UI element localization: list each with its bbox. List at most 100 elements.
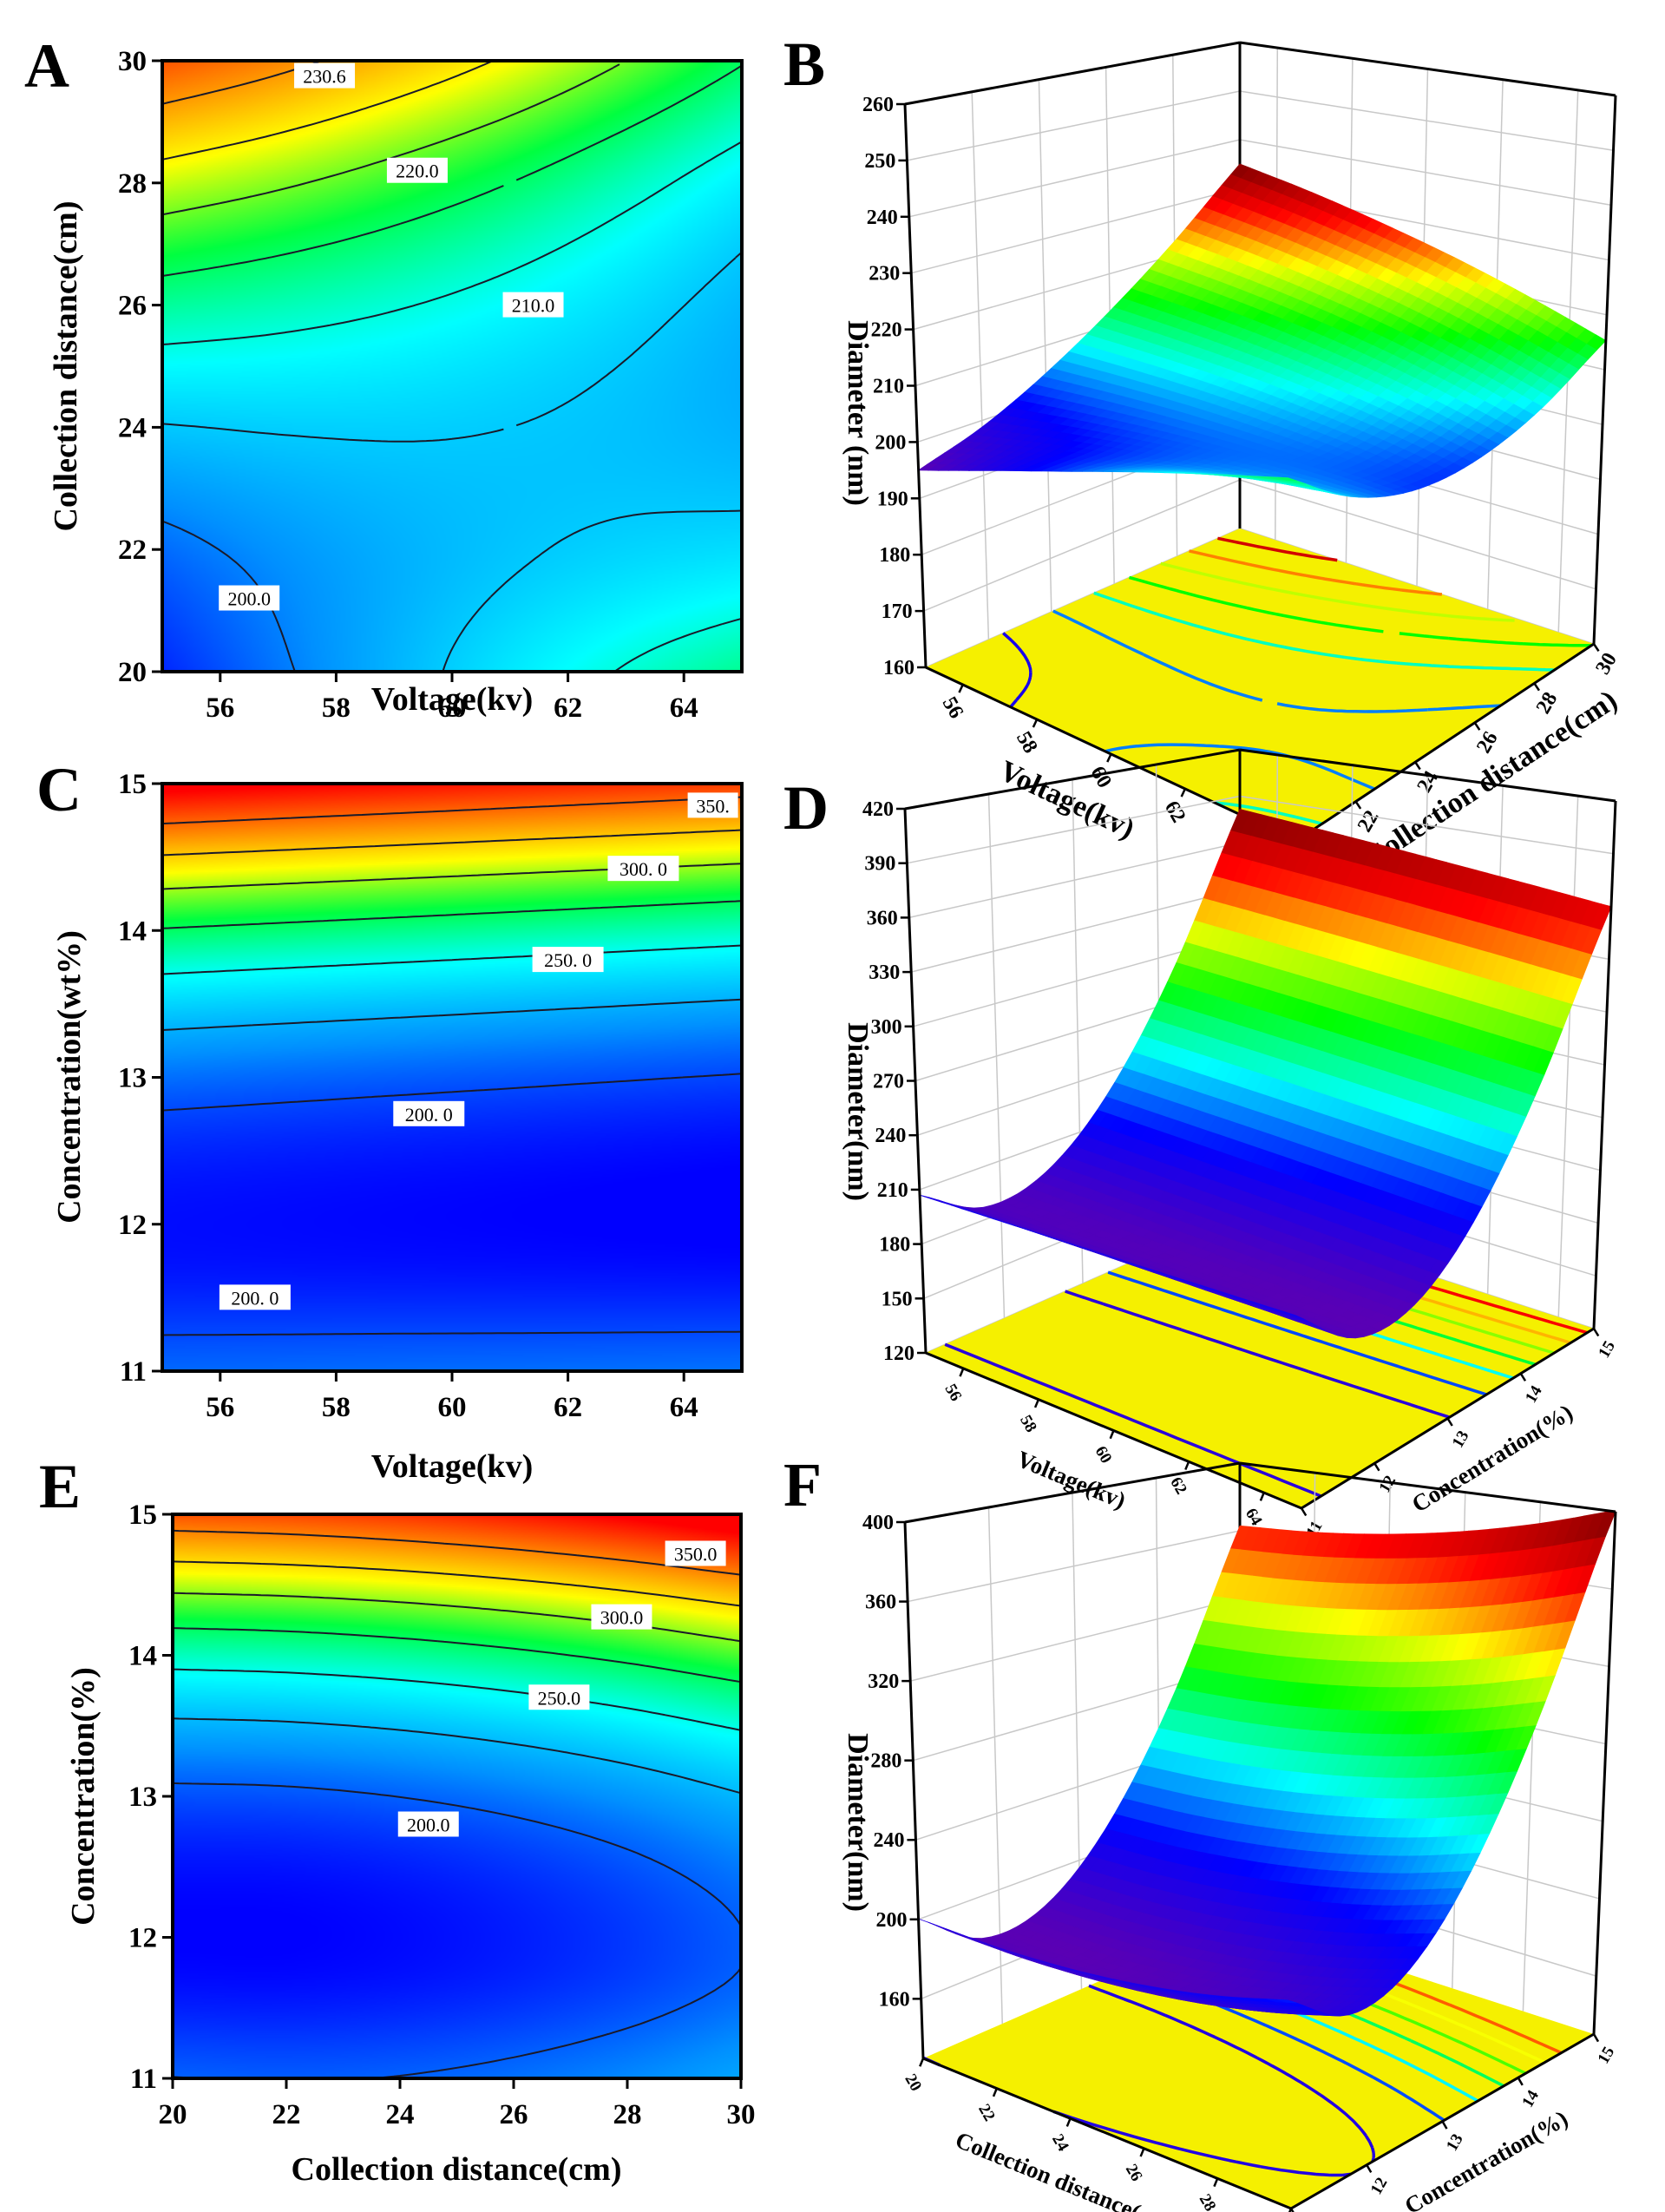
contour-line [161,60,494,161]
contour-line [161,900,743,929]
contour-line [161,63,620,216]
contour-line [172,1560,742,1607]
x-tick-mark [1259,1492,1265,1501]
y-tick-label: 14 [1522,1382,1546,1406]
x-axis-title: Collection distance(cm) [292,2151,622,2188]
x-tick-label: 56 [206,1392,234,1423]
floor-contour-line [944,1290,1451,1498]
z-tick-label: 170 [882,601,913,623]
contour-label-box [687,792,738,818]
contour-fill-c [162,784,742,1371]
x-tick-mark [1139,2148,1145,2157]
surface-plot-f: 1602002402803203604002022242628301112131… [783,1450,1618,2212]
y-tick-label: 20 [118,657,147,688]
z-tick-label: 270 [873,1071,904,1093]
contour-label: 210.0 [512,295,555,317]
contour-line [161,1073,743,1336]
z-tick-label: 420 [862,798,894,821]
y-tick-label: 26 [118,291,147,322]
y-tick-label: 24 [118,412,147,443]
floor-contour-line [1107,1270,1487,1396]
x-tick-label: 58 [322,692,351,724]
x-tick-label: 22 [272,2099,301,2130]
contour-label: 230.6 [303,66,346,88]
contour-label: 350. [696,795,730,817]
contour-line [161,64,743,277]
z-tick-label: 200 [876,1909,908,1932]
x-tick-label: 28 [613,2099,642,2130]
x-tick-label: 58 [1016,1412,1040,1435]
contour-plot-a: 230.6 220.0 210.0 200.0 56 58 60 62 64 20 22 24 26 28… [24,31,744,724]
contour-line [161,796,743,825]
x-tick-label: 30 [727,2099,756,2130]
contour-line [161,251,743,673]
contour-label-box [532,947,604,973]
x-tick-label: 58 [1012,728,1042,758]
contour-label-box [607,856,679,882]
z-axis-line [903,1521,925,2059]
contour-label: 350.0 [674,1544,718,1565]
z-tick-label: 360 [867,907,898,929]
floor-projection [923,1920,1594,2209]
x-tick-label: 24 [1048,2131,1072,2155]
gridline [1038,79,1052,613]
x-axis-title: Voltage(kv) [371,1448,533,1485]
z-tick-label: 210 [873,376,904,398]
x-tick-label: 26 [1122,2161,1146,2184]
gridline [971,91,990,640]
gridline [907,90,1241,161]
z-tick-label: 180 [879,544,910,567]
x-tick-mark [919,2058,925,2067]
y-tick-label: 28 [1532,688,1563,718]
z-tick-label: 390 [864,853,895,876]
y-tick-label: 14 [128,1641,157,1672]
z-tick-label: 210 [877,1179,908,1202]
x-tick-mark [1180,788,1187,798]
gridline [911,187,1241,274]
z-axis-title: Diameter(nm) [842,1022,874,1201]
x-axis-title: Voltage(kv) [371,681,533,718]
x-tick-label: 20 [159,2099,187,2130]
plot-frame [161,59,744,673]
y-axis-line [1295,642,1595,843]
x-tick-mark [1032,719,1039,728]
contour-label-box [591,1604,652,1630]
contour-plot-c: 350. 300. 0 250. 0 200. 0 200. 0 56 58 60 62 64 11… [36,755,744,1485]
contour-line [172,1627,742,1684]
y-tick-label: 13 [1443,2131,1467,2155]
z-tick-label: 160 [879,1988,910,2011]
x-tick-mark [1033,1399,1040,1408]
y-tick-mark [1366,2164,1373,2174]
x-tick-mark [1109,1430,1115,1440]
y-tick-mark [1373,1462,1380,1472]
surface-plot-b: 1601701801902002102202302402502605658606… [783,30,1623,876]
floor-projection [926,528,1594,841]
contour-label: 200.0 [407,1815,450,1836]
z-tick-label: 300 [871,1016,902,1039]
z-tick-label: 330 [869,962,900,984]
y-tick-label: 14 [118,916,147,947]
y-tick-mark [1592,643,1600,653]
x-tick-mark [1213,2177,1219,2188]
contour-label-box [665,1540,726,1566]
box-edge [904,748,1241,811]
z-tick-label: 280 [870,1750,901,1773]
x-tick-label: 20 [901,2071,925,2095]
y-tick-mark [1414,761,1421,771]
contour-label-box [386,157,448,183]
floor-contour-line [1217,536,1338,562]
z-tick-label: 120 [883,1342,914,1365]
contour-line [161,944,743,975]
contour-label-box [294,62,356,89]
gridline [1557,796,1579,1317]
contour-line [161,998,743,1031]
plot-frame [171,1513,743,2080]
x-tick-label: 64 [670,1392,698,1423]
contour-label-box [219,1284,291,1310]
y-tick-label: 13 [128,1782,157,1813]
z-tick-label: 220 [871,319,902,342]
gridline [987,793,1006,1319]
x-tick-label: 64 [670,692,698,724]
box-edge [904,41,1241,106]
surface-plot-d: 120 150 180 210 240 270 300 330 360 390 420 56 58 60 6… [783,748,1619,1540]
